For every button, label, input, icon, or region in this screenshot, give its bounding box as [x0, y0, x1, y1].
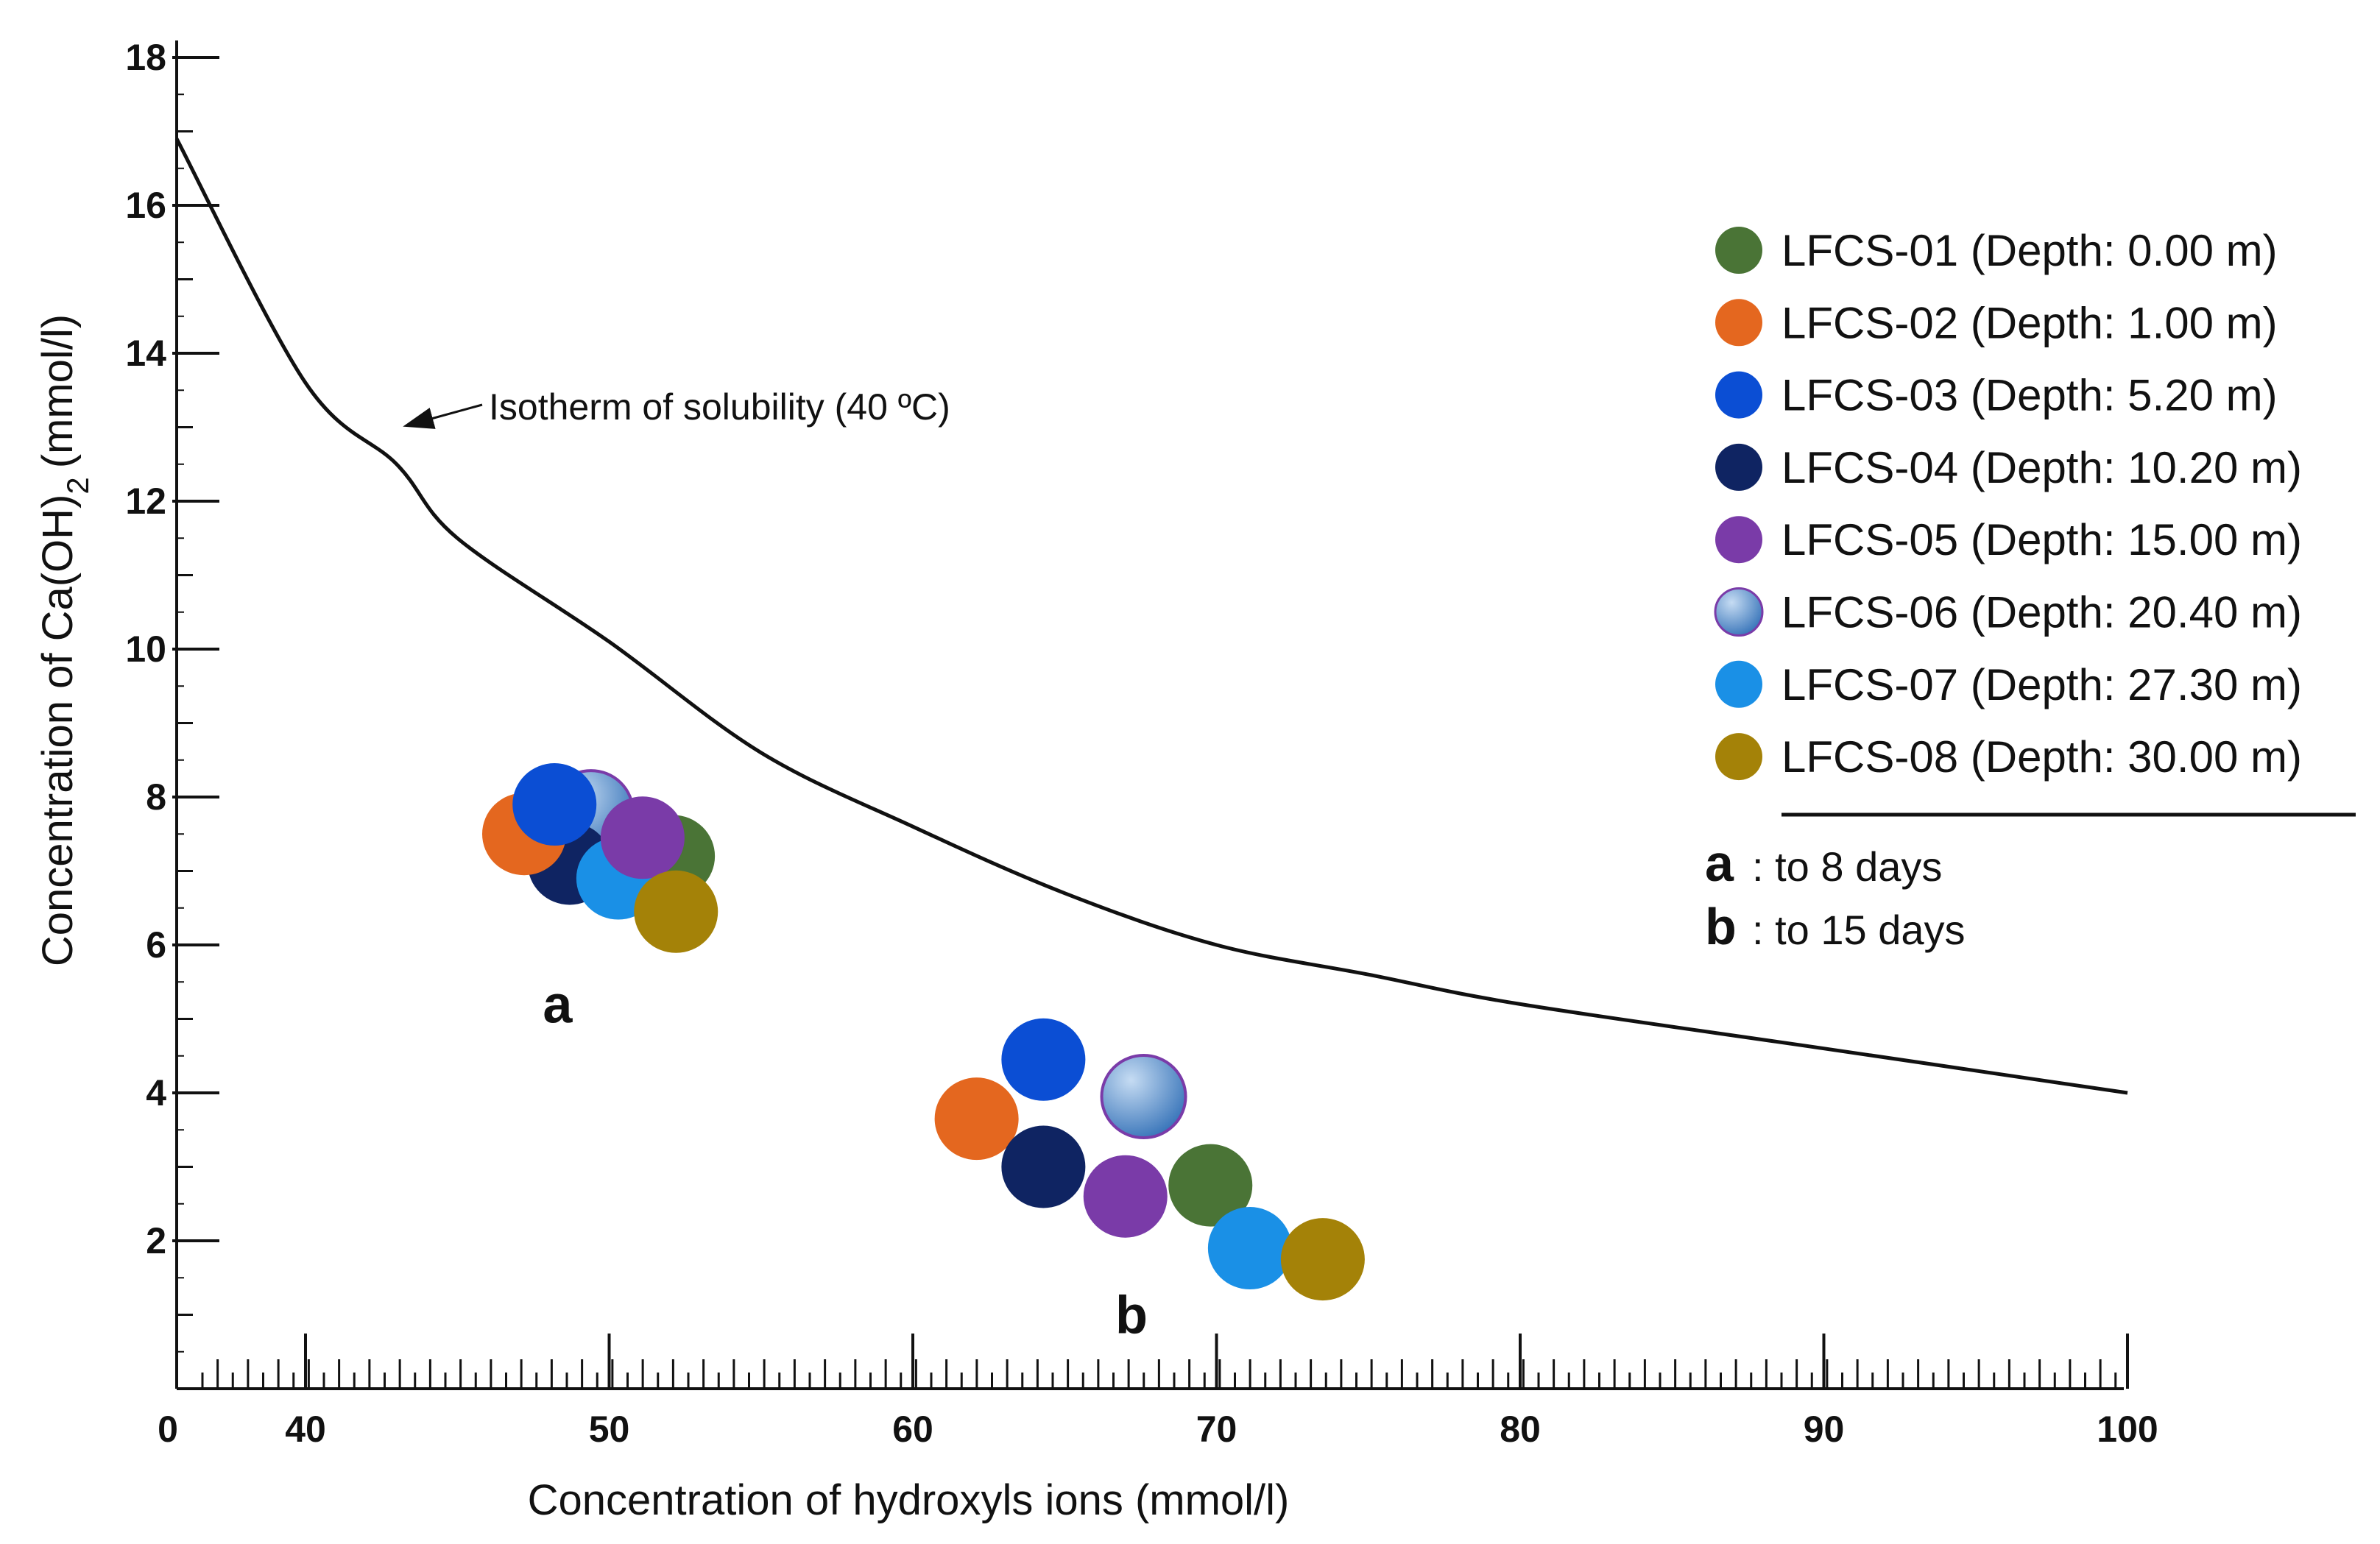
y-tick-label: 4 [146, 1072, 166, 1113]
point-lfcs-08 [634, 870, 718, 953]
isotherm-curve [174, 138, 2128, 1095]
legend-item: LFCS-05 (Depth: 15.00 m) [1715, 515, 2302, 564]
x-tick-label: 60 [892, 1409, 933, 1450]
x-ticks: 0 40 50 60 70 80 90 100 [158, 1334, 2158, 1450]
y-axis-title: Concentration of Ca(OH)2 (mmol/l) [34, 314, 95, 966]
note-b-key: b [1705, 898, 1737, 955]
legend-marker [1714, 587, 1764, 637]
legend-item: LFCS-06 (Depth: 20.40 m) [1714, 587, 2302, 637]
y-tick-label: 6 [146, 924, 166, 966]
legend-label: LFCS-07 (Depth: 27.30 m) [1782, 660, 2302, 709]
legend-item: LFCS-03 (Depth: 5.20 m) [1715, 371, 2278, 420]
legend-marker [1715, 443, 1762, 491]
legend: LFCS-01 (Depth: 0.00 m) LFCS-02 (Depth: 1… [1714, 226, 2302, 782]
legend-marker [1715, 733, 1762, 781]
legend-marker [1715, 227, 1762, 274]
x-tick-label: 100 [2097, 1409, 2158, 1450]
group-label-b: b [1115, 1286, 1148, 1345]
x-minor-ticks [201, 1359, 2117, 1389]
legend-label: LFCS-02 (Depth: 1.00 m) [1782, 298, 2278, 347]
point-lfcs-06 [1100, 1054, 1187, 1140]
x-axis-title: Concentration of hydroxyls ions (mmol/l) [528, 1476, 1290, 1524]
x-tick-label: 90 [1804, 1409, 1845, 1450]
legend-label: LFCS-01 (Depth: 0.00 m) [1782, 226, 2278, 275]
note-a: a : to 8 days [1705, 835, 1942, 892]
note-a-key: a [1705, 835, 1734, 892]
point-lfcs-02 [934, 1077, 1019, 1161]
y-tick-label: 16 [125, 185, 166, 226]
x-tick-label: 50 [589, 1409, 630, 1450]
legend-item: LFCS-04 (Depth: 10.20 m) [1715, 443, 2302, 492]
legend-marker [1715, 516, 1762, 564]
y-axis-title-subscript: 2 [60, 477, 95, 494]
point-lfcs-05 [1083, 1155, 1168, 1238]
y-tick-label: 14 [125, 333, 166, 374]
axes [175, 40, 2124, 1390]
y-axis-title-unit: (mmol/l) [34, 314, 82, 468]
point-lfcs-07 [1207, 1207, 1292, 1290]
point-lfcs-05 [600, 796, 685, 879]
legend-marker [1715, 299, 1762, 347]
legend-marker [1715, 371, 1762, 419]
isotherm-annotation: Isotherm of solubility (40 ºC) [489, 386, 950, 428]
y-tick-label: 18 [125, 37, 166, 78]
point-lfcs-08 [1280, 1218, 1365, 1301]
x-tick-label: 70 [1196, 1409, 1237, 1450]
legend-label: LFCS-08 (Depth: 30.00 m) [1782, 732, 2302, 782]
y-tick-label: 2 [146, 1220, 166, 1261]
legend-marker [1715, 660, 1762, 708]
isotherm-annotation-arrow [403, 403, 483, 429]
legend-label: LFCS-03 (Depth: 5.20 m) [1782, 371, 2278, 420]
legend-label: LFCS-06 (Depth: 20.40 m) [1782, 588, 2302, 637]
legend-label: LFCS-04 (Depth: 10.20 m) [1782, 443, 2302, 492]
point-lfcs-04 [1001, 1125, 1086, 1208]
point-lfcs-01 [1168, 1144, 1253, 1227]
y-tick-label: 8 [146, 776, 166, 818]
legend-label: LFCS-05 (Depth: 15.00 m) [1782, 515, 2302, 564]
note-a-text: : to 8 days [1752, 843, 1942, 890]
group-label-a: a [543, 975, 573, 1034]
y-tick-label: 10 [125, 628, 166, 670]
point-lfcs-03 [512, 763, 597, 846]
y-ticks: 2 4 6 8 10 12 14 16 18 [125, 37, 219, 1261]
x-tick-label: 80 [1500, 1409, 1541, 1450]
data-points [482, 763, 1365, 1301]
y-tick-label: 12 [125, 481, 166, 522]
point-lfcs-03 [1001, 1018, 1086, 1101]
x-tick-label: 0 [158, 1409, 178, 1450]
legend-item: LFCS-01 (Depth: 0.00 m) [1715, 226, 2278, 275]
y-axis-title-main: Concentration of Ca(OH) [34, 495, 82, 966]
legend-item: LFCS-02 (Depth: 1.00 m) [1715, 298, 2278, 347]
note-b-text: : to 15 days [1752, 907, 1966, 953]
y-minor-ticks [177, 93, 193, 1353]
legend-item: LFCS-08 (Depth: 30.00 m) [1715, 732, 2302, 782]
legend-item: LFCS-07 (Depth: 27.30 m) [1715, 660, 2302, 709]
note-b: b : to 15 days [1705, 898, 1966, 955]
x-tick-label: 40 [285, 1409, 326, 1450]
